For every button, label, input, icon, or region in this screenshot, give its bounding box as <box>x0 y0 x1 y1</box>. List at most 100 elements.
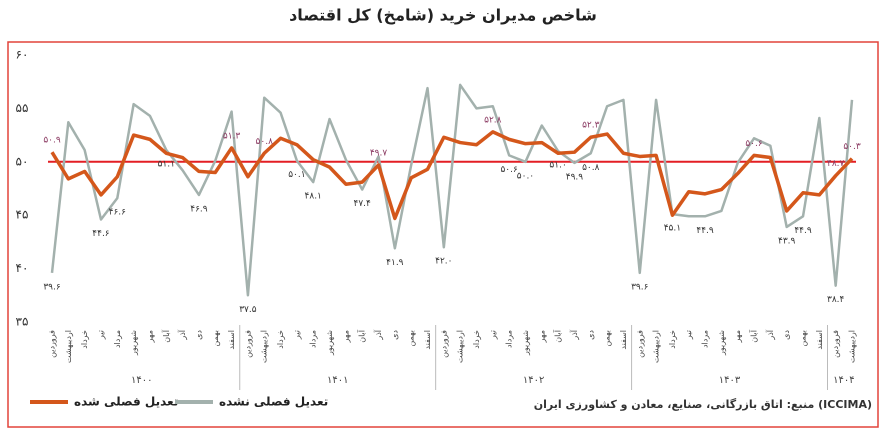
x-tick-label: مهر <box>733 330 742 343</box>
data-label: ۵۰.۸ <box>582 163 600 173</box>
x-tick-label: آذر <box>569 329 579 340</box>
data-label: ۳۷.۵ <box>239 305 257 315</box>
data-label: ۵۱.۱ <box>158 160 175 170</box>
y-tick-label: ۴۰ <box>16 261 29 275</box>
year-label: ۱۴۰۳ <box>719 375 741 386</box>
x-tick-label: تیر <box>96 330 105 340</box>
data-label: ۵۰.۶ <box>745 139 763 149</box>
x-tick-label: تیر <box>488 330 497 340</box>
x-tick-label: آذر <box>373 329 383 340</box>
year-label: ۱۴۰۰ <box>131 375 152 386</box>
x-tick-label: تیر <box>684 330 693 340</box>
y-tick-label: ۴۵ <box>16 208 29 222</box>
x-tick-label: فروردین <box>48 330 57 358</box>
x-tick-label: مرداد <box>701 330 710 348</box>
data-label: ۴۵.۱ <box>664 224 681 234</box>
x-tick-label: آبان <box>749 329 759 343</box>
x-tick-label: اردیبهشت <box>848 330 857 363</box>
x-tick-label: بهمن <box>799 330 808 347</box>
frame <box>7 41 879 428</box>
data-label: ۴۸.۱ <box>305 192 322 202</box>
year-label: ۱۴۰۱ <box>327 375 348 386</box>
y-tick-label: ۵۵ <box>16 101 29 115</box>
series-line <box>50 83 854 297</box>
x-tick-label: آذر <box>765 329 775 340</box>
data-label: ۴۸.۷ <box>827 159 845 169</box>
x-tick-label: شهریور <box>325 330 334 356</box>
data-label: ۴۲.۰ <box>435 257 452 267</box>
x-tick-label: اسفند <box>227 330 236 350</box>
data-label: ۵۰.۰ <box>517 171 534 181</box>
x-tick-label: مهر <box>145 330 154 343</box>
x-tick-label: خرداد <box>80 330 89 349</box>
x-tick-label: دی <box>586 330 595 340</box>
y-tick-label: ۵۰ <box>16 154 29 168</box>
series-line <box>50 130 854 221</box>
data-label: ۴۹.۷ <box>370 149 388 159</box>
x-tick-label: فروردین <box>439 330 448 358</box>
data-label: ۵۰.۳ <box>843 142 861 152</box>
x-tick-label: شهریور <box>129 330 138 356</box>
y-tick-label: ۶۰ <box>16 48 29 62</box>
legend-label: تعدیل فصلی شده <box>74 395 178 409</box>
x-tick-label: اسفند <box>619 330 628 350</box>
x-tick-label: دی <box>390 330 399 340</box>
x-tick-label: مرداد <box>309 330 318 348</box>
year-label: ۱۴۰۲ <box>523 375 544 386</box>
x-tick-label: خرداد <box>668 330 677 349</box>
legend-label: تعدیل فصلی نشده <box>219 395 328 409</box>
source: منبع: اتاق بازرگانی، صنایع، معادن و کشاو… <box>534 398 872 411</box>
chart-title: شاخص مدیران خرید (شامخ) کل اقتصاد <box>289 6 597 25</box>
data-label: ۴۳.۹ <box>778 236 796 246</box>
x-tick-label: مرداد <box>505 330 514 348</box>
data-label: ۴۱.۹ <box>386 258 404 268</box>
x-tick-label: شهریور <box>521 330 530 356</box>
x-tick-label: اسفند <box>423 330 432 350</box>
x-tick-label: دی <box>194 330 203 340</box>
y-tick-label: ۳۵ <box>16 315 29 329</box>
x-tick-label: اسفند <box>815 330 824 350</box>
data-label: ۴۶.۹ <box>190 204 208 214</box>
year-label: ۱۴۰۴ <box>833 375 854 386</box>
x-tick-label: خرداد <box>472 330 481 349</box>
x-tick-label: بهمن <box>603 330 612 347</box>
x-tick-label: آذر <box>177 329 187 340</box>
data-label: ۵۰.۸ <box>256 137 274 147</box>
x-tick-label: آبان <box>357 329 367 343</box>
x-tick-label: فروردین <box>243 330 252 358</box>
data-label: ۴۴.۶ <box>92 229 110 239</box>
x-tick-label: بهمن <box>211 330 220 347</box>
data-label: ۵۲.۸ <box>484 115 502 125</box>
data-label: ۵۱.۳ <box>223 131 241 141</box>
x-tick-label: اردیبهشت <box>260 330 269 363</box>
x-tick-label: دی <box>782 330 791 340</box>
data-label: ۳۹.۶ <box>631 282 649 292</box>
data-label: ۳۹.۶ <box>43 282 61 292</box>
x-tick-label: مهر <box>537 330 546 343</box>
data-label: ۴۴.۹ <box>696 226 714 236</box>
data-label: ۴۶.۶ <box>109 208 127 218</box>
x-tick-label: فروردین <box>635 330 644 358</box>
data-label: ۴۷.۴ <box>354 199 372 209</box>
data-label: ۳۸.۴ <box>827 295 845 305</box>
x-tick-label: مرداد <box>113 330 122 348</box>
x-tick-label: اردیبهشت <box>64 330 73 363</box>
x-tick-label: تیر <box>292 330 301 340</box>
x-tick-label: اردیبهشت <box>456 330 465 363</box>
x-tick-label: فروردین <box>831 330 840 358</box>
data-label: ۴۹.۹ <box>566 172 584 182</box>
x-tick-label: آبان <box>553 329 563 343</box>
data-label: ۵۱.۰ <box>549 161 566 171</box>
x-tick-label: آبان <box>161 329 171 343</box>
data-label: ۴۴.۹ <box>794 226 812 236</box>
data-label: ۵۰.۶ <box>500 165 518 175</box>
x-tick-label: اردیبهشت <box>652 330 661 363</box>
x-tick-label: بهمن <box>407 330 416 347</box>
data-label: ۵۰.۹ <box>43 136 61 146</box>
x-tick-label: خرداد <box>276 330 285 349</box>
x-tick-label: مهر <box>341 330 350 343</box>
x-tick-label: شهریور <box>717 330 726 356</box>
data-label: ۵۲.۳ <box>582 121 600 131</box>
data-label: ۵۰.۱ <box>288 170 305 180</box>
